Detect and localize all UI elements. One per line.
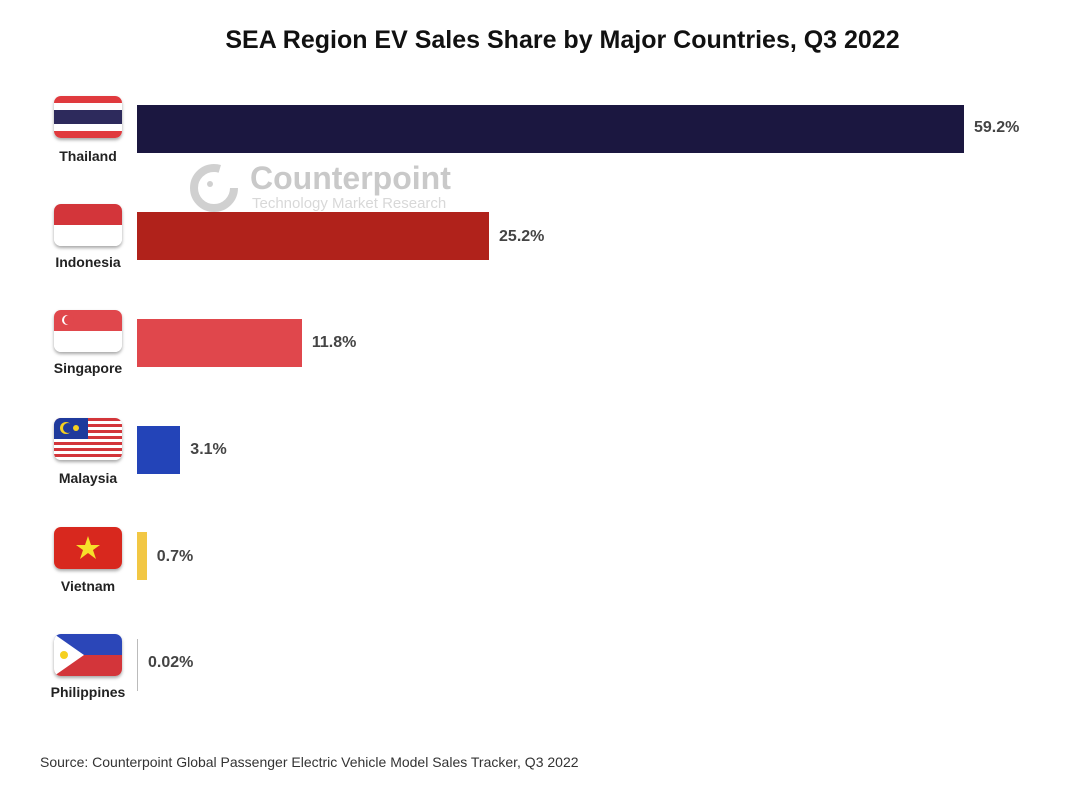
thailand-flag-icon: [54, 96, 122, 138]
bar-vietnam: [137, 532, 147, 580]
category-label: Indonesia: [55, 254, 121, 270]
counterpoint-logo-icon: [190, 164, 238, 212]
singapore-flag-icon: [54, 310, 122, 352]
category-label: Singapore: [53, 360, 123, 376]
malaysia-flag-icon: [54, 418, 122, 460]
bar-philippines: [137, 639, 138, 691]
value-label: 11.8%: [311, 334, 357, 351]
category-label: Vietnam: [60, 578, 116, 594]
value-label: 59.2%: [974, 119, 1020, 136]
bar-thailand: [137, 105, 964, 153]
vietnam-flag-icon: [54, 527, 122, 569]
watermark-tagline: Technology Market Research: [252, 195, 447, 212]
watermark: Counterpoint Technology Market Research: [188, 160, 451, 221]
category-label: Philippines: [50, 684, 126, 700]
category-label: Malaysia: [58, 470, 118, 486]
bar-singapore: [137, 319, 302, 367]
philippines-flag-icon: [54, 634, 122, 676]
indonesia-flag-icon: [54, 204, 122, 246]
value-label: 25.2%: [499, 228, 545, 245]
value-label: 0.02%: [148, 654, 194, 671]
bar-indonesia: [137, 212, 490, 260]
value-label: 0.7%: [156, 548, 194, 565]
watermark-brand: Counterpoint: [250, 160, 451, 196]
bar-malaysia: [137, 426, 181, 474]
chart-title: SEA Region EV Sales Share by Major Count…: [225, 26, 900, 54]
category-label: Thailand: [59, 148, 117, 164]
value-label: 3.1%: [190, 441, 227, 458]
source-note: Source: Counterpoint Global Passenger El…: [40, 754, 579, 770]
